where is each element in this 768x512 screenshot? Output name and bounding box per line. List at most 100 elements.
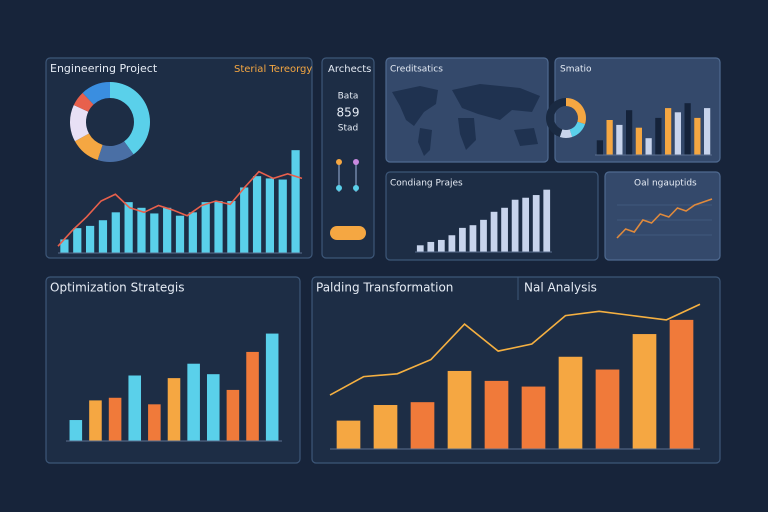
bar bbox=[480, 219, 487, 252]
bar bbox=[684, 103, 691, 155]
bar bbox=[60, 239, 69, 253]
donut-slice bbox=[97, 141, 134, 163]
bar bbox=[595, 369, 620, 449]
donut-slice bbox=[73, 92, 94, 112]
bar bbox=[410, 402, 435, 449]
line bbox=[616, 198, 713, 239]
panel-subtitle: Nal Analysis bbox=[524, 281, 597, 295]
panel-title: Oal ngauptids bbox=[634, 179, 697, 189]
panel bbox=[321, 57, 375, 259]
bar bbox=[616, 124, 623, 155]
bar bbox=[201, 202, 210, 253]
slider-knob bbox=[353, 185, 359, 191]
bar bbox=[448, 235, 456, 252]
caption: Stad bbox=[338, 124, 358, 134]
bar bbox=[558, 356, 583, 449]
panel-title: Optimization Strategis bbox=[50, 281, 184, 295]
bar bbox=[373, 405, 398, 449]
world-map bbox=[392, 84, 540, 156]
bar bbox=[336, 420, 361, 449]
bar bbox=[128, 375, 142, 441]
bar bbox=[704, 108, 711, 155]
bar bbox=[98, 220, 108, 253]
label: Bata bbox=[338, 92, 359, 102]
bar bbox=[674, 112, 681, 155]
bar bbox=[163, 207, 172, 253]
panel bbox=[311, 276, 721, 464]
bar bbox=[511, 199, 519, 252]
bar bbox=[188, 212, 197, 253]
bar bbox=[543, 189, 551, 252]
bar bbox=[416, 245, 424, 252]
bar bbox=[246, 351, 259, 441]
bar bbox=[532, 195, 540, 252]
slider-knob bbox=[336, 159, 342, 165]
donut-slice bbox=[569, 121, 586, 138]
bar bbox=[240, 187, 249, 253]
line bbox=[329, 303, 701, 396]
panel-title: Engineering Project bbox=[50, 62, 158, 75]
bar bbox=[427, 241, 435, 252]
bar bbox=[206, 374, 220, 441]
bar bbox=[484, 380, 509, 449]
slider-knob bbox=[336, 185, 342, 191]
slider-knob bbox=[353, 159, 359, 165]
bar bbox=[124, 202, 133, 253]
panel-title: Palding Transformation bbox=[316, 281, 453, 295]
bar bbox=[175, 215, 185, 253]
donut-slice bbox=[69, 104, 89, 142]
bar bbox=[596, 140, 603, 155]
panel bbox=[604, 171, 721, 261]
bar bbox=[447, 370, 472, 449]
bar bbox=[606, 120, 613, 155]
button[interactable] bbox=[330, 226, 366, 240]
panel-title: Smatio bbox=[560, 65, 592, 75]
bar bbox=[437, 239, 445, 252]
bar bbox=[265, 178, 275, 253]
bar bbox=[291, 150, 300, 253]
bar bbox=[227, 201, 236, 253]
bar bbox=[645, 138, 652, 155]
panel-subtitle: Sterial Tereorgy bbox=[234, 64, 312, 75]
panel-title: Archects bbox=[328, 64, 371, 75]
donut-slice bbox=[82, 82, 110, 105]
bar bbox=[69, 420, 83, 441]
bar bbox=[501, 207, 508, 252]
bar bbox=[265, 333, 279, 441]
bar bbox=[108, 397, 122, 441]
bar bbox=[137, 207, 146, 253]
bar bbox=[655, 117, 662, 155]
donut-slice bbox=[110, 82, 151, 155]
donut-slice bbox=[74, 133, 103, 161]
bar bbox=[226, 389, 240, 441]
bar bbox=[85, 225, 95, 253]
bar bbox=[252, 176, 262, 253]
bar bbox=[150, 213, 159, 253]
bar bbox=[167, 378, 181, 441]
value: 859 bbox=[337, 106, 360, 120]
donut-slice bbox=[559, 129, 573, 139]
bar bbox=[214, 201, 223, 253]
donut-slice bbox=[566, 98, 586, 125]
bar bbox=[635, 127, 642, 155]
bar bbox=[522, 197, 530, 252]
bar bbox=[148, 404, 161, 441]
panel-title: Condiang Prajes bbox=[390, 179, 463, 189]
bar bbox=[111, 212, 120, 253]
donut-slice bbox=[546, 98, 566, 138]
bar bbox=[459, 227, 466, 252]
bar bbox=[73, 228, 82, 253]
bar bbox=[278, 179, 287, 253]
bar bbox=[89, 400, 102, 441]
bar bbox=[626, 110, 633, 155]
bar bbox=[521, 386, 546, 449]
bar bbox=[694, 117, 701, 155]
bar bbox=[669, 319, 694, 449]
bar bbox=[665, 108, 672, 155]
bar bbox=[469, 225, 477, 252]
bar bbox=[187, 363, 200, 441]
bar bbox=[490, 211, 498, 252]
panel-title: Creditsatics bbox=[390, 65, 443, 75]
line bbox=[57, 170, 303, 247]
